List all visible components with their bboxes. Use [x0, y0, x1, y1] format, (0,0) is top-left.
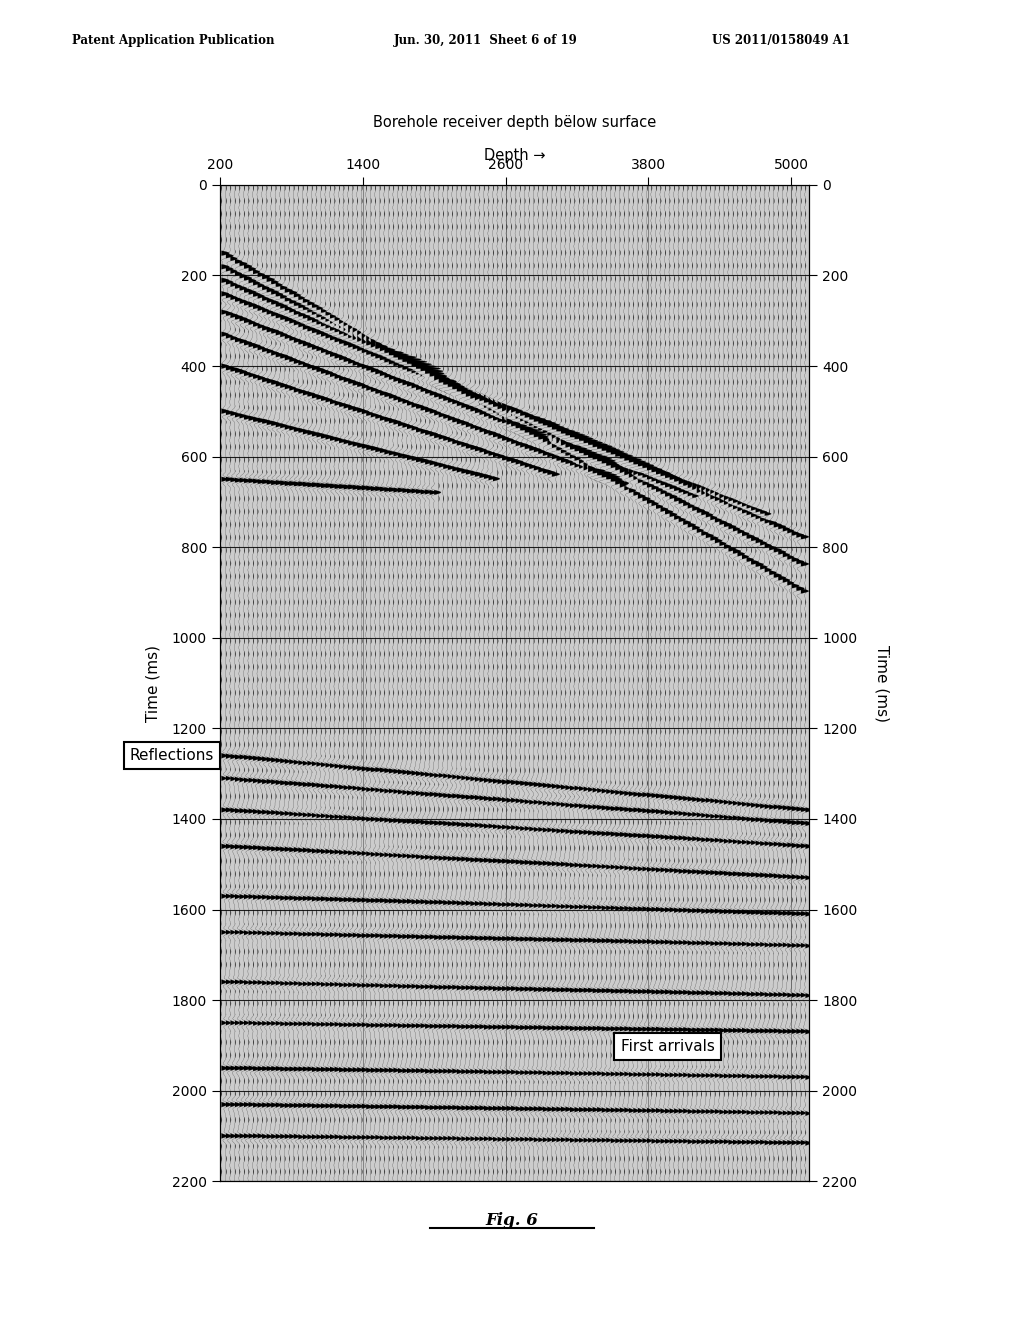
Text: Fig. 6: Fig. 6: [485, 1212, 539, 1229]
Text: Jun. 30, 2011  Sheet 6 of 19: Jun. 30, 2011 Sheet 6 of 19: [394, 34, 578, 48]
Y-axis label: Time (ms): Time (ms): [145, 644, 161, 722]
Text: Borehole receiver depth bëlow surface: Borehole receiver depth bëlow surface: [373, 115, 656, 129]
Text: US 2011/0158049 A1: US 2011/0158049 A1: [712, 34, 850, 48]
Text: Depth →: Depth →: [483, 148, 546, 162]
Text: Reflections: Reflections: [130, 748, 214, 763]
Text: Patent Application Publication: Patent Application Publication: [72, 34, 274, 48]
Text: First arrivals: First arrivals: [621, 1039, 715, 1055]
Y-axis label: Time (ms): Time (ms): [874, 644, 889, 722]
